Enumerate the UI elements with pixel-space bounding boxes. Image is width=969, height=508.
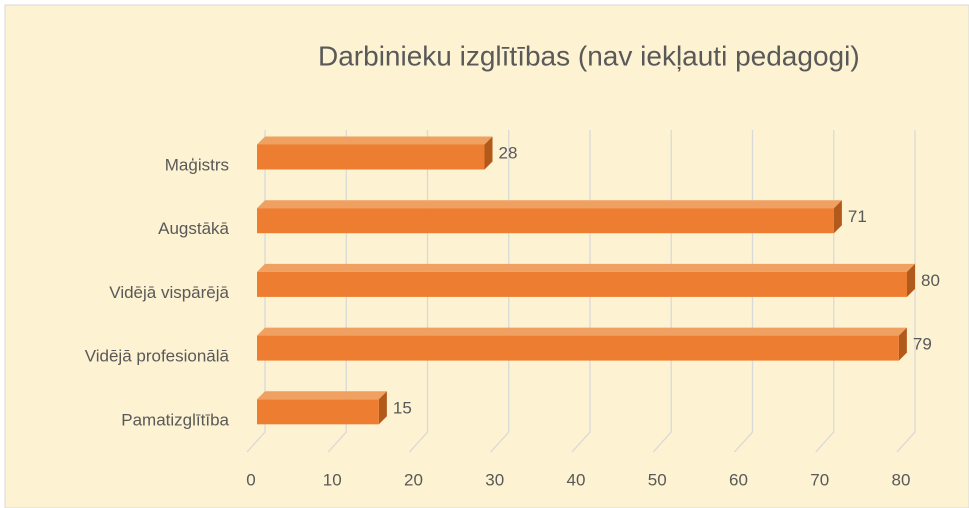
bar-top — [257, 263, 915, 272]
bar — [257, 144, 485, 170]
x-tick-label: 20 — [404, 470, 423, 489]
value-label: 79 — [913, 335, 932, 354]
bar — [257, 271, 907, 297]
bar-top — [257, 391, 387, 400]
y-tick-label: Vidējā vispārējā — [109, 283, 229, 302]
value-label: 71 — [848, 207, 867, 226]
bar-side — [833, 200, 842, 234]
x-tick-label: 0 — [246, 470, 255, 489]
x-tick-label: 10 — [323, 470, 342, 489]
x-tick-label: 30 — [485, 470, 504, 489]
y-tick-label: Maģistrs — [165, 155, 229, 174]
chart-title: Darbinieku izglītības (nav iekļauti peda… — [318, 40, 860, 71]
bar-side — [907, 263, 915, 297]
bar — [257, 208, 834, 234]
bar-side — [378, 391, 387, 425]
bar — [257, 399, 379, 425]
x-tick-label: 70 — [810, 470, 829, 489]
bar-side — [484, 136, 493, 170]
y-tick-label: Augstākā — [158, 219, 229, 238]
chart-background — [4, 4, 969, 508]
y-tick-label: Pamatizglītība — [121, 410, 229, 429]
value-label: 15 — [393, 398, 412, 417]
y-tick-label: Vidējā profesionālā — [85, 347, 230, 366]
grid-line — [896, 130, 916, 453]
bar-side — [898, 327, 907, 361]
value-label: 28 — [499, 143, 518, 162]
bar — [257, 335, 899, 361]
x-tick-label: 80 — [892, 470, 911, 489]
x-tick-label: 60 — [729, 470, 748, 489]
x-tick-label: 40 — [567, 470, 586, 489]
x-tick-label: 50 — [648, 470, 667, 489]
bar-top — [257, 327, 907, 336]
value-label: 80 — [921, 271, 940, 290]
bar-top — [257, 136, 493, 145]
bar-top — [257, 200, 842, 209]
